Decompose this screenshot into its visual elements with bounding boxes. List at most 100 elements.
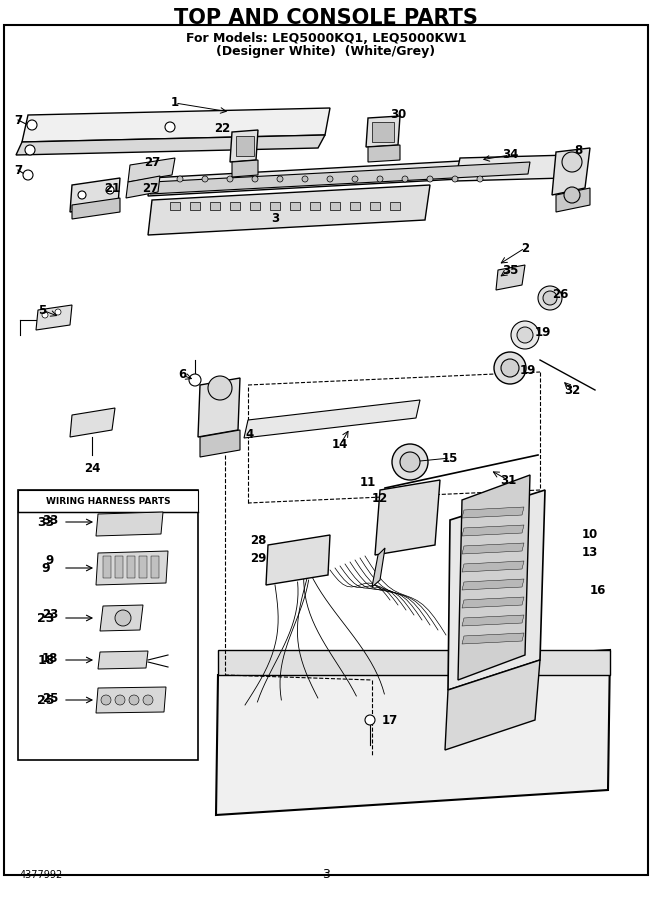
Polygon shape [462,525,524,536]
Text: 4377992: 4377992 [20,870,63,880]
Text: For Models: LEQ5000KQ1, LEQ5000KW1: For Models: LEQ5000KQ1, LEQ5000KW1 [186,32,466,44]
Text: 4: 4 [246,428,254,442]
Polygon shape [462,561,524,572]
Circle shape [115,610,131,626]
Circle shape [365,715,375,725]
Bar [372,122,394,142]
Text: 3: 3 [322,868,330,881]
Bar [330,202,340,210]
Polygon shape [198,378,240,437]
Text: 27: 27 [142,182,158,194]
Text: 25: 25 [37,694,55,706]
Text: 3: 3 [271,212,279,224]
Circle shape [165,122,175,132]
Text: (Designer White)  (White/Grey): (Designer White) (White/Grey) [216,46,436,58]
Polygon shape [462,543,524,554]
Bar [270,202,280,210]
Bar [236,136,254,156]
Circle shape [27,120,37,130]
Polygon shape [36,305,72,330]
Text: 30: 30 [390,109,406,122]
Circle shape [302,176,308,182]
Polygon shape [128,158,175,182]
Circle shape [115,695,125,705]
Polygon shape [70,178,120,212]
Polygon shape [218,650,610,675]
Bar [103,556,111,578]
Circle shape [564,187,580,203]
Circle shape [42,312,48,318]
Text: 7: 7 [14,164,22,176]
Text: 2: 2 [521,241,529,255]
Bar [170,202,180,210]
Circle shape [177,176,183,182]
Text: 9: 9 [46,554,54,566]
Circle shape [202,176,208,182]
Text: 1: 1 [171,96,179,110]
Polygon shape [462,597,524,608]
Bar [350,202,360,210]
Bar [18,490,198,760]
Circle shape [501,359,519,377]
Circle shape [25,145,35,155]
Text: 13: 13 [582,545,598,559]
Polygon shape [98,651,148,669]
Text: 26: 26 [552,289,568,302]
Bar [370,202,380,210]
Circle shape [23,170,33,180]
Polygon shape [455,155,570,181]
Bar [390,202,400,210]
Circle shape [494,352,526,384]
Polygon shape [126,176,160,198]
Text: 15: 15 [442,452,458,464]
Circle shape [277,176,283,182]
Polygon shape [375,480,440,555]
Text: WIRING HARNESS PARTS: WIRING HARNESS PARTS [46,497,170,506]
Polygon shape [462,615,524,626]
Polygon shape [462,579,524,590]
Text: 8: 8 [574,143,582,157]
Polygon shape [462,507,524,518]
Polygon shape [216,650,610,815]
Text: 16: 16 [590,583,606,597]
Circle shape [377,176,383,182]
Polygon shape [200,430,240,457]
Polygon shape [366,116,400,147]
Circle shape [189,374,201,386]
Polygon shape [96,551,168,585]
Text: 35: 35 [502,264,518,276]
Circle shape [517,327,533,343]
Text: 31: 31 [500,473,516,487]
Polygon shape [458,475,530,680]
Text: 14: 14 [332,438,348,452]
Bar [115,556,123,578]
Text: 19: 19 [520,364,536,376]
Circle shape [538,286,562,310]
Polygon shape [556,188,590,212]
Text: 33: 33 [37,516,55,528]
Circle shape [55,309,61,315]
Bar [230,202,240,210]
Text: 33: 33 [42,514,58,526]
Polygon shape [100,605,143,631]
Polygon shape [230,130,258,162]
Text: 21: 21 [104,182,120,194]
Text: 19: 19 [535,326,551,338]
Text: TOP AND CONSOLE PARTS: TOP AND CONSOLE PARTS [174,8,478,28]
Text: 32: 32 [564,383,580,397]
Text: 10: 10 [582,528,598,542]
Bar [250,202,260,210]
Polygon shape [16,135,325,155]
Circle shape [402,176,408,182]
Polygon shape [148,155,570,196]
Circle shape [101,695,111,705]
Bar [190,202,200,210]
Circle shape [427,176,433,182]
Text: 27: 27 [144,156,160,168]
Bar [210,202,220,210]
Text: 34: 34 [502,148,518,161]
Polygon shape [96,687,166,713]
Text: 5: 5 [38,303,46,317]
Bar [139,556,147,578]
Polygon shape [72,198,120,219]
